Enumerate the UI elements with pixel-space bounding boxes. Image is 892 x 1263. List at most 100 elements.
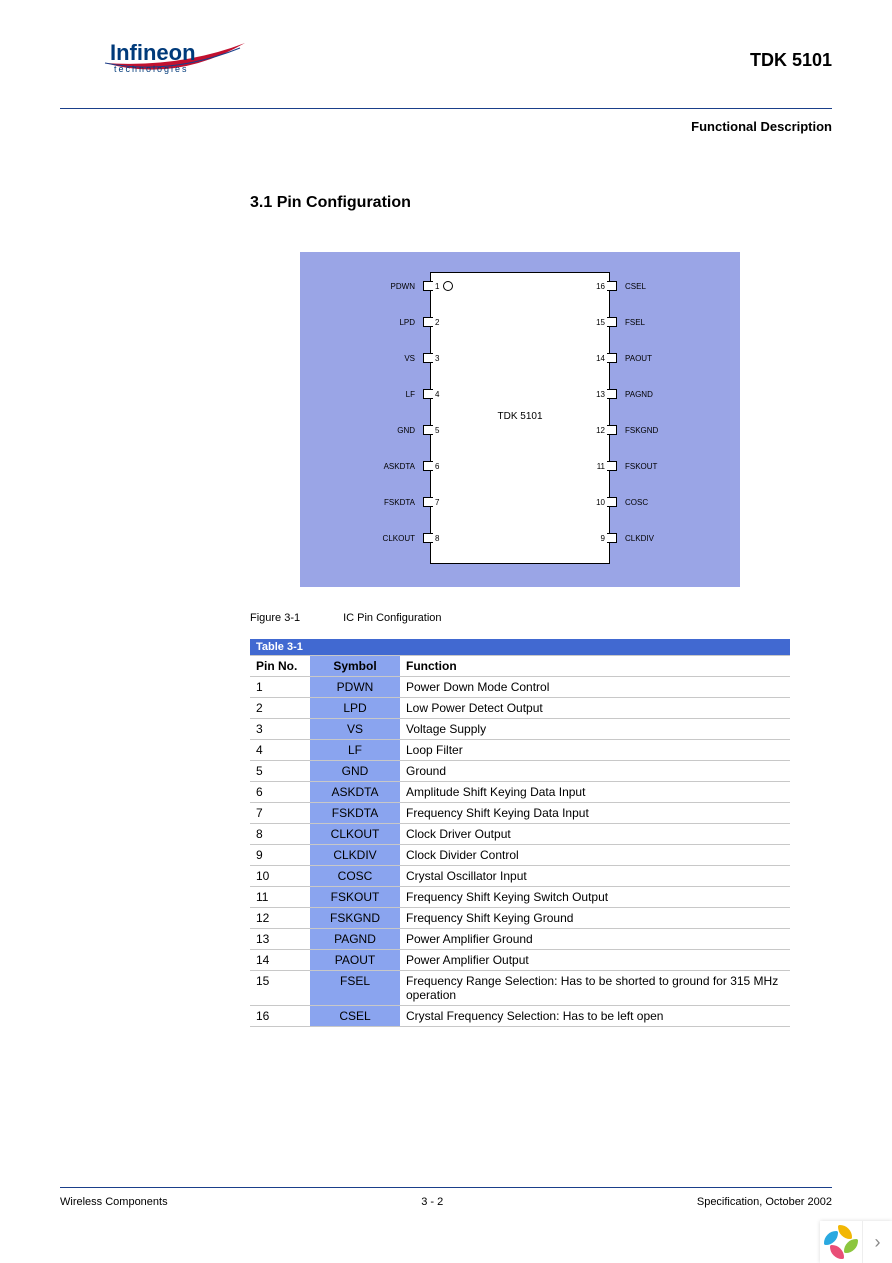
table-row: 5GNDGround — [250, 761, 790, 782]
pin-number: 12 — [585, 424, 605, 438]
footer-right: Specification, October 2002 — [697, 1196, 832, 1208]
page-header: Infineon technologies TDK 5101 — [60, 30, 832, 100]
cell-pinno: 13 — [250, 929, 310, 950]
cell-symbol: ASKDTA — [310, 782, 400, 803]
cell-symbol: CLKOUT — [310, 824, 400, 845]
cell-function: Power Amplifier Output — [400, 950, 790, 971]
table-row: 6ASKDTAAmplitude Shift Keying Data Input — [250, 782, 790, 803]
pin-pad-icon — [423, 317, 433, 327]
pin-number: 1 — [435, 280, 455, 294]
cell-function: Clock Divider Control — [400, 845, 790, 866]
pin-label: FSKOUT — [625, 460, 740, 474]
pin-number: 9 — [585, 532, 605, 546]
pin-right: 16 CSEL — [580, 280, 740, 294]
logo: Infineon technologies — [110, 30, 196, 66]
cell-function: Voltage Supply — [400, 719, 790, 740]
pin-pad-icon — [607, 425, 617, 435]
cell-symbol: PAOUT — [310, 950, 400, 971]
pin-number: 14 — [585, 352, 605, 366]
pin-pad-icon — [607, 353, 617, 363]
pin-left: LPD2 — [300, 316, 460, 330]
cell-symbol: FSKOUT — [310, 887, 400, 908]
pin-label: LF — [300, 388, 415, 402]
pin-pad-icon — [607, 317, 617, 327]
cell-pinno: 9 — [250, 845, 310, 866]
cell-symbol: CLKDIV — [310, 845, 400, 866]
col-symbol: Symbol — [310, 656, 400, 677]
table-row: 15FSELFrequency Range Selection: Has to … — [250, 971, 790, 1006]
pin-label: FSKGND — [625, 424, 740, 438]
pin-label: PAOUT — [625, 352, 740, 366]
petal-icon — [824, 1231, 838, 1245]
corner-widget: › — [820, 1221, 892, 1263]
pin-number: 5 — [435, 424, 455, 438]
cell-function: Crystal Frequency Selection: Has to be l… — [400, 1006, 790, 1027]
table-row: 11FSKOUTFrequency Shift Keying Switch Ou… — [250, 887, 790, 908]
pin-number: 16 — [585, 280, 605, 294]
cell-pinno: 6 — [250, 782, 310, 803]
pin-diagram: TDK 5101 PDWN1LPD2VS3LF4GND5ASKDTA6FSKDT… — [300, 252, 740, 587]
pin-pad-icon — [423, 497, 433, 507]
product-title: TDK 5101 — [750, 50, 832, 71]
footer-left: Wireless Components — [60, 1196, 168, 1208]
table-title-row: Table 3-1 — [250, 639, 790, 656]
pin-label: CLKDIV — [625, 532, 740, 546]
pin-pad-icon — [423, 425, 433, 435]
pin-pad-icon — [607, 461, 617, 471]
table-row: 1PDWNPower Down Mode Control — [250, 677, 790, 698]
pin-label: LPD — [300, 316, 415, 330]
pin-label: CLKOUT — [300, 532, 415, 546]
table-row: 16CSELCrystal Frequency Selection: Has t… — [250, 1006, 790, 1027]
cell-pinno: 10 — [250, 866, 310, 887]
footer-center: 3 - 2 — [421, 1196, 443, 1208]
petal-icon — [830, 1245, 844, 1259]
cell-pinno: 4 — [250, 740, 310, 761]
chip-label: TDK 5101 — [431, 411, 609, 422]
cell-function: Clock Driver Output — [400, 824, 790, 845]
pin-left: PDWN 1 — [300, 280, 460, 294]
section-heading: 3.1 Pin Configuration — [250, 194, 832, 212]
pin-label: PDWN — [300, 280, 415, 294]
pin-pad-icon — [423, 353, 433, 363]
cell-pinno: 2 — [250, 698, 310, 719]
page-footer: Wireless Components 3 - 2 Specification,… — [60, 1187, 832, 1208]
cell-pinno: 7 — [250, 803, 310, 824]
pin-label: ASKDTA — [300, 460, 415, 474]
petals-icon[interactable] — [820, 1221, 862, 1263]
cell-symbol: FSKDTA — [310, 803, 400, 824]
pin-label: CSEL — [625, 280, 740, 294]
pin-label: FSKDTA — [300, 496, 415, 510]
table-row: 14PAOUTPower Amplifier Output — [250, 950, 790, 971]
cell-symbol: FSEL — [310, 971, 400, 1006]
section-label: Functional Description — [60, 119, 832, 134]
pin-pad-icon — [607, 497, 617, 507]
table-row: 2LPDLow Power Detect Output — [250, 698, 790, 719]
pin-right: 10COSC — [580, 496, 740, 510]
pin-right: 13 PAGND — [580, 388, 740, 402]
pin-label: COSC — [625, 496, 740, 510]
pin-number: 3 — [435, 352, 455, 366]
table-title: Table 3-1 — [250, 639, 790, 656]
next-arrow-button[interactable]: › — [862, 1221, 892, 1263]
figure-caption: Figure 3-1 IC Pin Configuration — [250, 612, 832, 624]
cell-pinno: 3 — [250, 719, 310, 740]
pin-number: 6 — [435, 460, 455, 474]
pin-pad-icon — [423, 533, 433, 543]
petal-icon — [844, 1239, 858, 1253]
figure-number: Figure 3-1 — [250, 612, 340, 624]
pin-label: PAGND — [625, 388, 740, 402]
col-function: Function — [400, 656, 790, 677]
pin-pad-icon — [423, 281, 433, 291]
pin-number: 4 — [435, 388, 455, 402]
pin-number: 13 — [585, 388, 605, 402]
pin-pad-icon — [423, 461, 433, 471]
pin-right: 9 CLKDIV — [580, 532, 740, 546]
cell-function: Power Down Mode Control — [400, 677, 790, 698]
cell-symbol: LPD — [310, 698, 400, 719]
cell-function: Low Power Detect Output — [400, 698, 790, 719]
cell-function: Amplitude Shift Keying Data Input — [400, 782, 790, 803]
pin-left: FSKDTA7 — [300, 496, 460, 510]
pin-number: 8 — [435, 532, 455, 546]
pin-left: ASKDTA 6 — [300, 460, 460, 474]
table-row: 9CLKDIVClock Divider Control — [250, 845, 790, 866]
